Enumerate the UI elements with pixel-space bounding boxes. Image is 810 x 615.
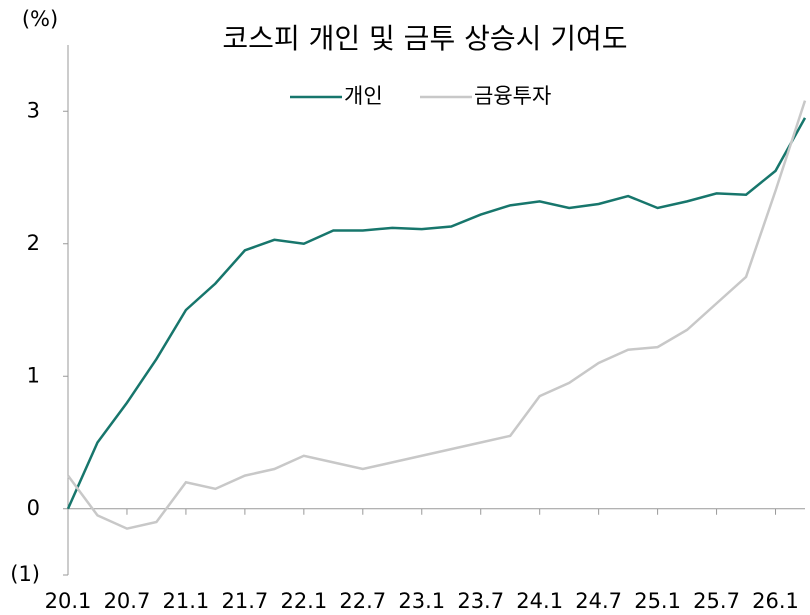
chart-title: 코스피 개인 및 금투 상승시 기여도 (222, 22, 627, 55)
x-tick-label: 23.7 (457, 589, 504, 613)
x-tick-label: 24.1 (516, 589, 563, 613)
y-tick-label: 0 (27, 496, 40, 520)
x-tick-label: 25.7 (693, 589, 740, 613)
y-tick-label: 1 (27, 363, 40, 387)
x-tick-label: 25.1 (634, 589, 681, 613)
x-tick-label: 24.7 (575, 589, 622, 613)
x-tick-label: 22.1 (280, 589, 327, 613)
legend-label: 개인 (344, 84, 383, 108)
series-line (66, 100, 807, 530)
legend-label: 금융투자 (474, 84, 551, 108)
x-tick-label: 20.1 (45, 589, 92, 613)
x-tick-label: 21.7 (221, 589, 268, 613)
x-tick-label: 21.1 (163, 589, 210, 613)
x-tick-label: 22.7 (339, 589, 386, 613)
y-tick-label: 2 (27, 231, 40, 255)
y-tick-label: 3 (27, 98, 40, 122)
y-tick-label: (1) (10, 562, 40, 586)
x-tick-label: 23.1 (398, 589, 445, 613)
series-line (66, 117, 807, 510)
y-axis-label: (%) (22, 7, 58, 31)
x-tick-label: 26.1 (752, 589, 799, 613)
x-tick-label: 20.7 (104, 589, 151, 613)
